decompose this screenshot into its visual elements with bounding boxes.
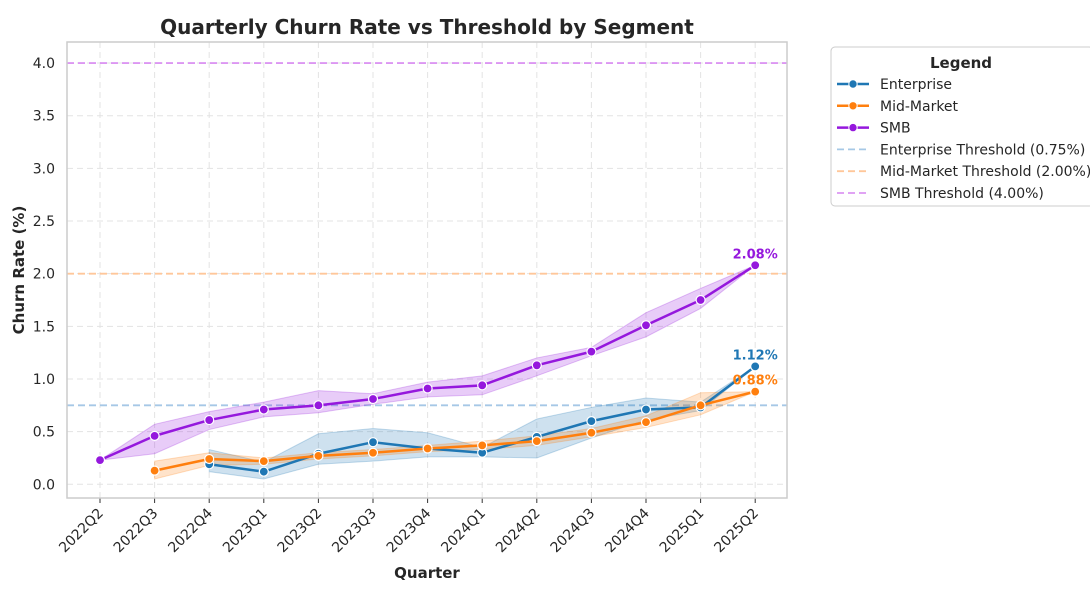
- data-point: [640, 417, 652, 428]
- data-point: [367, 447, 379, 458]
- y-tick-label: 2.5: [33, 214, 55, 230]
- legend-swatch-marker: [848, 101, 858, 111]
- data-point: [640, 404, 652, 415]
- legend-swatch-marker: [848, 79, 858, 89]
- data-point: [695, 400, 706, 411]
- data-point: [422, 443, 433, 454]
- y-tick-label: 3.0: [33, 161, 55, 177]
- plot-frame: [66, 41, 788, 499]
- data-point: [531, 360, 542, 371]
- data-point: [313, 450, 324, 461]
- end-value-label: 2.08%: [733, 247, 778, 262]
- legend-entry: Enterprise Threshold (0.75%): [880, 142, 1085, 158]
- data-point: [149, 465, 160, 476]
- x-tick-label: 2023Q3: [329, 506, 380, 557]
- data-point: [258, 466, 269, 477]
- data-point: [204, 453, 215, 465]
- x-tick-label: 2022Q2: [56, 506, 107, 557]
- legend-entry: SMB: [880, 121, 911, 137]
- x-tick-label: 2025Q2: [711, 506, 762, 557]
- x-axis-label: Quarter: [394, 564, 460, 582]
- data-point: [586, 346, 597, 357]
- data-point: [750, 361, 761, 372]
- y-tick-label: 2.0: [33, 267, 55, 283]
- data-point: [531, 436, 542, 447]
- legend: Legend Enterprise Mid-Market SMB Enterprise …: [830, 46, 1090, 207]
- data-point: [367, 393, 379, 405]
- data-point: [750, 260, 761, 271]
- y-tick-label: 3.5: [33, 109, 55, 125]
- legend-entry: Mid-Market Threshold (2.00%): [880, 164, 1090, 180]
- chart-title: Quarterly Churn Rate vs Threshold by Seg…: [160, 15, 694, 39]
- legend-box: [830, 46, 1090, 207]
- data-point: [204, 414, 215, 426]
- data-point: [640, 320, 652, 331]
- legend-entry: Enterprise: [880, 77, 952, 93]
- data-point: [477, 440, 488, 451]
- x-tick-label: 2023Q2: [275, 506, 326, 557]
- x-tick-label: 2024Q1: [438, 506, 489, 557]
- data-point: [313, 400, 324, 411]
- data-point: [586, 416, 597, 427]
- series-line: [154, 390, 756, 472]
- x-tick-label: 2023Q1: [220, 506, 271, 557]
- data-point: [367, 437, 379, 448]
- y-tick-label: 4.0: [33, 56, 55, 72]
- x-tick-label: 2024Q3: [548, 506, 599, 557]
- data-point: [258, 456, 269, 467]
- legend-entry: SMB Threshold (4.00%): [880, 186, 1044, 202]
- y-tick-label: 0.0: [33, 477, 55, 493]
- data-point: [477, 380, 488, 391]
- x-tick-label: 2022Q4: [165, 505, 216, 556]
- end-value-label: 0.88%: [733, 374, 778, 389]
- data-point: [258, 404, 269, 415]
- data-point: [586, 427, 597, 438]
- y-tick-label: 0.5: [33, 425, 55, 441]
- y-tick-label: 1.5: [33, 319, 55, 335]
- x-tick-label: 2022Q3: [111, 506, 162, 557]
- end-value-label: 1.12%: [733, 348, 778, 363]
- data-point: [695, 294, 706, 306]
- data-point: [422, 383, 433, 394]
- x-tick-label: 2024Q4: [602, 505, 653, 556]
- data-point: [94, 454, 106, 466]
- y-axis-label: Churn Rate (%): [10, 206, 28, 335]
- y-tick-label: 1.0: [33, 372, 55, 388]
- plot-background: [67, 42, 787, 498]
- data-point: [750, 386, 761, 397]
- x-tick-label: 2023Q4: [384, 505, 435, 556]
- confidence-band: [208, 365, 756, 480]
- legend-entry: Mid-Market: [880, 99, 959, 115]
- legend-swatch-marker: [848, 122, 858, 133]
- data-point: [149, 430, 160, 441]
- x-tick-label: 2024Q2: [493, 506, 544, 557]
- x-tick-label: 2025Q1: [657, 506, 708, 557]
- legend-title: Legend: [930, 54, 992, 72]
